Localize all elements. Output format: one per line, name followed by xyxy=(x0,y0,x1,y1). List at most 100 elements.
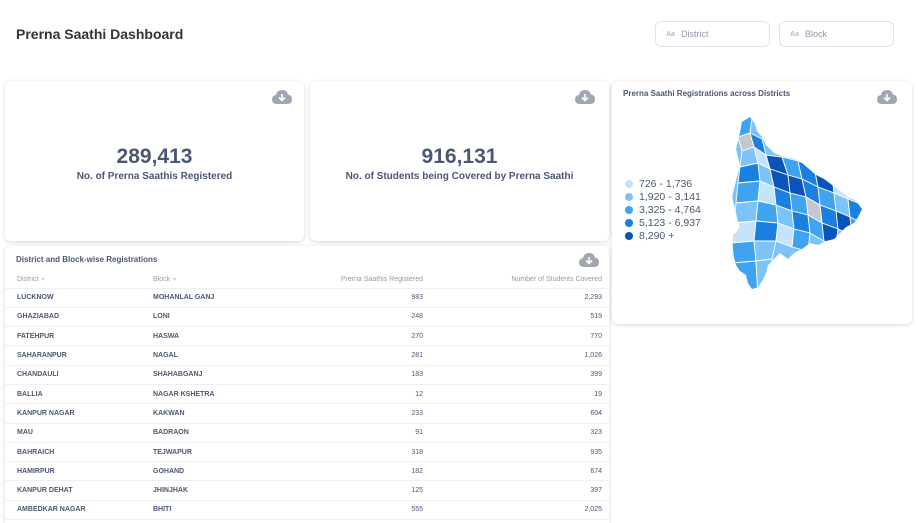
table-row[interactable]: SAHARANPUR NAGAL 281 1,026 xyxy=(5,345,609,366)
block-cell: BHITI xyxy=(142,500,287,521)
block-cell: GOHAND xyxy=(142,461,287,482)
column-header-students[interactable]: Number of Students Covered xyxy=(427,271,609,289)
district-filter-label: District xyxy=(680,29,709,39)
legend-item: 1,920 - 3,141 xyxy=(625,190,701,203)
map-legend: 726 - 1,736 1,920 - 3,141 3,325 - 4,764 … xyxy=(625,177,701,242)
registered-cell: 270 xyxy=(287,326,427,347)
table-row[interactable]: BALLIA NAGAR KSHETRA 12 19 xyxy=(5,384,609,405)
registered-cell: 183 xyxy=(287,365,427,385)
students-cell: 935 xyxy=(427,442,609,463)
registrations-table-card: District and Block-wise Registrations Di… xyxy=(5,246,609,523)
block-cell: JHINJHAK xyxy=(142,480,287,501)
district-cell: LUCKNOW xyxy=(5,288,142,308)
legend-item: 3,325 - 4,764 xyxy=(625,203,701,216)
text-filter-icon: Aa xyxy=(790,30,799,38)
students-cell: 399 xyxy=(427,365,609,385)
legend-swatch xyxy=(625,179,633,188)
legend-item: 5,123 - 6,937 xyxy=(625,216,701,229)
students-cell: 1,026 xyxy=(427,345,609,366)
table-title: District and Block-wise Registrations xyxy=(16,255,158,264)
district-cell: FATEHPUR xyxy=(5,326,142,347)
district-cell: GHAZIABAD xyxy=(5,307,142,328)
registered-count-label: No. of Prerna Saathis Registered xyxy=(76,171,233,182)
block-cell: HASWA xyxy=(142,326,287,347)
district-map-card: Prerna Saathi Registrations across Distr… xyxy=(612,81,912,324)
registered-cell: 233 xyxy=(287,403,427,424)
legend-item: 726 - 1,736 xyxy=(625,177,701,190)
registered-cell: 983 xyxy=(287,288,427,308)
students-cell: 674 xyxy=(427,461,609,482)
district-cell: HAMIRPUR xyxy=(5,461,142,482)
table-row[interactable]: LUCKNOW MOHANLAL GANJ 983 2,293 xyxy=(5,288,609,308)
uttar-pradesh-district-map[interactable] xyxy=(732,117,897,297)
sort-caret-icon: ▾ xyxy=(41,276,45,283)
download-cloud-icon[interactable] xyxy=(877,90,897,106)
table-header-row: District ▾ Block ▾ Prerna Saathis Register… xyxy=(5,271,609,289)
page-title: Prerna Saathi Dashboard xyxy=(16,26,184,42)
district-cell: CHANDAULI xyxy=(5,365,142,385)
students-covered-value: 916,131 xyxy=(421,145,498,168)
district-cell: KANPUR NAGAR xyxy=(5,403,142,424)
sort-caret-icon: ▾ xyxy=(173,276,177,283)
registered-count-card: 289,413 No. of Prerna Saathis Registered xyxy=(5,81,304,241)
students-cell: 604 xyxy=(427,403,609,424)
block-cell: SHAHABGANJ xyxy=(142,365,287,385)
download-cloud-icon[interactable] xyxy=(575,90,595,106)
block-cell: KAKWAN xyxy=(142,403,287,424)
legend-swatch xyxy=(625,205,633,214)
block-filter[interactable]: Aa Block xyxy=(779,21,894,47)
district-filter[interactable]: Aa District xyxy=(655,21,770,47)
legend-item: 8,290 + xyxy=(625,229,701,242)
students-cell: 2,293 xyxy=(427,288,609,308)
table-row[interactable]: MAU BADRAON 91 323 xyxy=(5,423,609,443)
district-cell: AMBEDKAR NAGAR xyxy=(5,500,142,521)
registered-count-value: 289,413 xyxy=(116,145,193,168)
district-cell: BAHRAICH xyxy=(5,442,142,463)
map-title: Prerna Saathi Registrations across Distr… xyxy=(623,89,791,98)
block-cell: TEJWAPUR xyxy=(142,442,287,463)
district-cell: SAHARANPUR xyxy=(5,345,142,366)
district-cell: KANPUR DEHAT xyxy=(5,480,142,501)
table-row[interactable]: HAMIRPUR GOHAND 182 674 xyxy=(5,461,609,482)
table-row[interactable]: KANPUR NAGAR KAKWAN 233 604 xyxy=(5,403,609,424)
column-header-district[interactable]: District ▾ xyxy=(5,271,142,289)
column-header-block[interactable]: Block ▾ xyxy=(142,271,287,289)
students-cell: 323 xyxy=(427,423,609,443)
registered-cell: 91 xyxy=(287,423,427,443)
students-cell: 2,025 xyxy=(427,500,609,521)
district-cell: MAU xyxy=(5,423,142,443)
legend-swatch xyxy=(625,218,633,227)
registered-cell: 281 xyxy=(287,345,427,366)
students-cell: 397 xyxy=(427,480,609,501)
students-covered-label: No. of Students being Covered by Prerna … xyxy=(345,171,574,182)
registered-cell: 555 xyxy=(287,500,427,521)
download-cloud-icon[interactable] xyxy=(272,90,292,106)
district-cell: BALLIA xyxy=(5,384,142,405)
table-row[interactable]: AMBEDKAR NAGAR BHITI 555 2,025 xyxy=(5,500,609,521)
students-covered-card: 916,131 No. of Students being Covered by… xyxy=(310,81,609,241)
column-header-registered[interactable]: Prerna Saathis Registered xyxy=(287,271,427,289)
block-cell: BADRAON xyxy=(142,423,287,443)
download-cloud-icon[interactable] xyxy=(579,253,599,269)
registered-cell: 318 xyxy=(287,442,427,463)
table-row[interactable]: BAHRAICH TEJWAPUR 318 935 xyxy=(5,442,609,463)
block-cell: MOHANLAL GANJ xyxy=(142,288,287,308)
district-regions xyxy=(732,117,862,289)
table-row[interactable]: GHAZIABAD LONI 248 519 xyxy=(5,307,609,328)
legend-swatch xyxy=(625,231,633,240)
registered-cell: 248 xyxy=(287,307,427,328)
registered-cell: 125 xyxy=(287,480,427,501)
legend-swatch xyxy=(625,192,633,201)
table-row[interactable]: CHANDAULI SHAHABGANJ 183 399 xyxy=(5,365,609,385)
text-filter-icon: Aa xyxy=(666,30,675,38)
block-cell: LONI xyxy=(142,307,287,328)
block-cell: NAGAL xyxy=(142,345,287,366)
table-row[interactable]: KANPUR DEHAT JHINJHAK 125 397 xyxy=(5,480,609,501)
block-cell: NAGAR KSHETRA xyxy=(142,384,287,405)
students-cell: 519 xyxy=(427,307,609,328)
block-filter-label: Block xyxy=(804,29,827,39)
table-row[interactable]: FATEHPUR HASWA 270 770 xyxy=(5,326,609,347)
registered-cell: 182 xyxy=(287,461,427,482)
registered-cell: 12 xyxy=(287,384,427,405)
students-cell: 19 xyxy=(427,384,609,405)
